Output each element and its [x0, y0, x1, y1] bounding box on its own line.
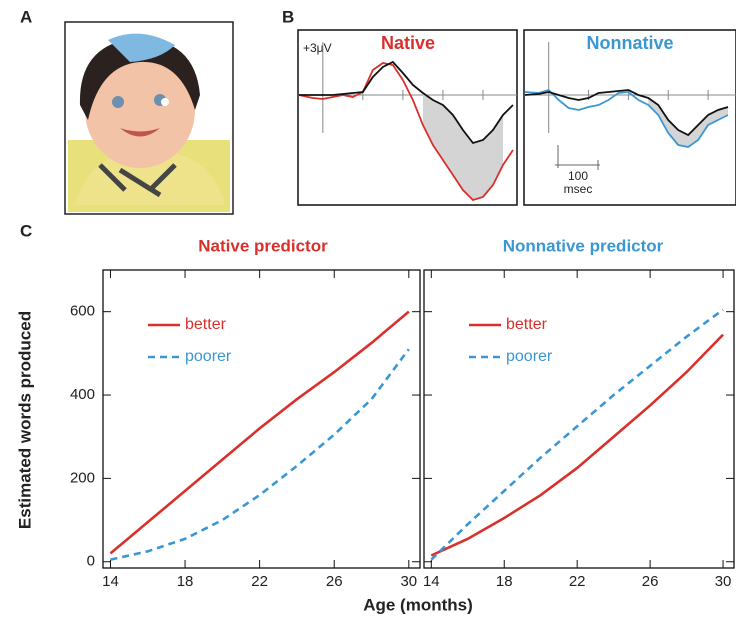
- panel-label: A: [20, 7, 32, 26]
- y-tick-label: 200: [70, 469, 95, 486]
- series-line: [110, 312, 408, 554]
- series-line: [431, 335, 723, 556]
- chart-title: Nonnative predictor: [503, 236, 664, 255]
- panel-label: C: [20, 221, 32, 240]
- legend-label: poorer: [185, 348, 232, 365]
- x-axis-label: Age (months): [363, 595, 473, 614]
- figure: A B C +3μV 100 msec Estimated words prod…: [0, 0, 736, 620]
- x-tick-label: 22: [251, 573, 268, 590]
- plot-frame: [103, 270, 420, 568]
- x-tick-label: 22: [569, 573, 586, 590]
- x-tick-label: 26: [326, 573, 343, 590]
- chart-title: Native predictor: [198, 236, 328, 255]
- time-scale-unit: msec: [564, 182, 593, 196]
- difference-area: [648, 98, 728, 147]
- amplitude-scale: +3μV: [303, 41, 332, 55]
- series-line: [110, 349, 408, 559]
- legend-label: better: [185, 316, 227, 333]
- x-tick-label: 14: [102, 573, 119, 590]
- panel-label: B: [282, 7, 294, 26]
- x-tick-label: 18: [177, 573, 194, 590]
- y-tick-label: 0: [87, 553, 95, 570]
- chart-title: Native: [381, 33, 435, 53]
- y-axis-label: Estimated words produced: [15, 311, 34, 529]
- baby-photo: [65, 22, 233, 214]
- series-line: [299, 62, 513, 143]
- time-scale-value: 100: [568, 169, 588, 183]
- x-tick-label: 26: [642, 573, 659, 590]
- legend-label: poorer: [506, 348, 553, 365]
- y-tick-label: 400: [70, 386, 95, 403]
- x-tick-label: 30: [400, 573, 417, 590]
- x-tick-label: 18: [496, 573, 513, 590]
- panel-frame: [524, 30, 736, 205]
- legend-label: better: [506, 316, 548, 333]
- x-tick-label: 30: [715, 573, 732, 590]
- chart-title: Nonnative: [586, 33, 673, 53]
- x-tick-label: 14: [423, 573, 440, 590]
- y-tick-label: 600: [70, 303, 95, 320]
- series-line: [431, 310, 723, 560]
